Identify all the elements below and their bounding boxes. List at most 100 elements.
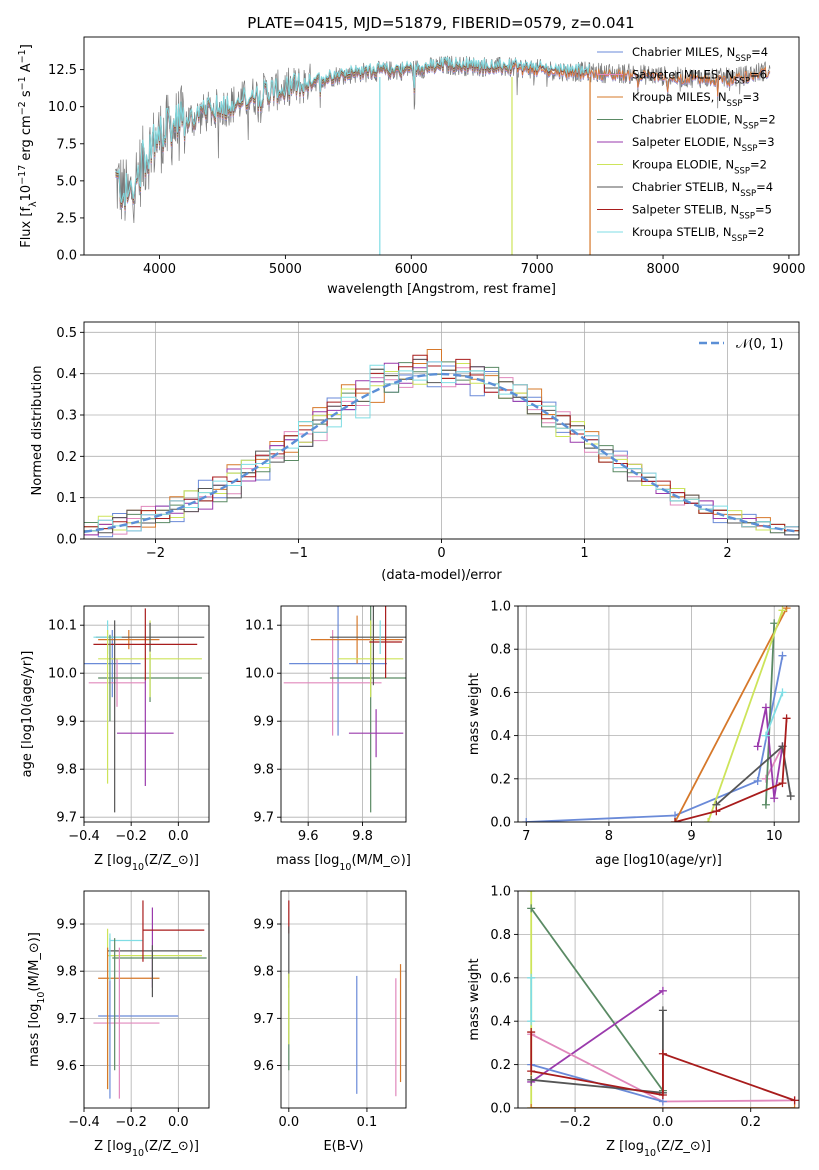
y-tick-label: 10.1 (48, 619, 77, 634)
plot-area (288, 900, 402, 1097)
weight-marker (704, 818, 713, 822)
y-tick-label: 10.0 (48, 100, 77, 115)
plot-area (84, 349, 799, 538)
y-tick-label: 9.7 (253, 811, 274, 826)
weight-marker (753, 776, 762, 785)
legend-label: Chabrier STELIB, NSSP=4 (632, 180, 773, 199)
weight-marker (761, 703, 770, 712)
y-axis-label: mass weight (467, 958, 482, 1040)
y-tick-label: 9.8 (56, 763, 77, 778)
y-axis-label: Normed distribution (30, 366, 45, 496)
weight-marker (761, 731, 770, 740)
y-tick-label: 9.9 (56, 918, 77, 933)
weight-marker (761, 800, 770, 809)
weight-marker (782, 606, 791, 613)
histogram-kroupa-stelib (84, 361, 799, 532)
legend-label: Salpeter ELODIE, NSSP=3 (632, 135, 775, 154)
weight-marker (770, 619, 779, 628)
x-tick-label: −0.4 (68, 1115, 100, 1130)
y-tick-label: 0.6 (490, 686, 511, 701)
weight-marker (790, 1104, 799, 1108)
y-tick-label: 9.6 (56, 1059, 77, 1074)
y-tick-label: 0.0 (490, 1102, 511, 1117)
y-tick-label: 9.9 (253, 918, 274, 933)
weight-marker (527, 1067, 536, 1076)
x-tick-label: 1 (580, 546, 588, 561)
chart-mass_vs_EBV: 0.0 0.1 9.6 9.7 9.8 9.9 E(B-V) (253, 890, 407, 1154)
weight-line-salpeter-stelib (674, 718, 788, 822)
x-axis-label: wavelength [Angstrom, rest frame] (327, 282, 556, 297)
axes-frame (280, 605, 407, 823)
weight-marker (770, 794, 779, 803)
legend-label: 𝒩(0, 1) (736, 337, 783, 352)
y-tick-label: 9.8 (253, 763, 274, 778)
x-tick-label: −0.2 (115, 1115, 147, 1130)
x-tick-label: 9.8 (352, 829, 373, 844)
weight-line-salpeter-elodie (530, 990, 664, 1083)
legend-label: Kroupa STELIB, NSSP=2 (632, 225, 764, 244)
weight-line-kroupa-elodie (707, 610, 784, 822)
weight-marker (658, 1006, 667, 1015)
y-tick-label: 10.0 (48, 667, 77, 682)
y-tick-label: 9.7 (56, 1012, 77, 1027)
y-axis-label: Flux [fλ10−17 erg cm−2 s−1 A−1] (17, 44, 39, 248)
y-tick-label: 2.5 (56, 211, 77, 226)
y-tick-label: 0.4 (490, 729, 511, 744)
legend-label: Chabrier ELODIE, NSSP=2 (632, 113, 776, 132)
y-tick-label: 9.6 (253, 1059, 274, 1074)
y-tick-label: 10.0 (245, 667, 274, 682)
legend-label: Kroupa ELODIE, NSSP=2 (632, 158, 767, 177)
chart-spectrum: 4000 5000 6000 7000 8000 9000 0.0 2.5 5.0 7.5 10.0… (17, 36, 805, 297)
legend-label: Salpeter MILES, NSSP=6 (632, 68, 767, 87)
legend-label: Kroupa MILES, NSSP=3 (632, 90, 759, 109)
y-tick-label: 10.1 (245, 619, 274, 634)
y-tick-label: 0.6 (490, 971, 511, 986)
x-tick-label: 4000 (143, 262, 176, 277)
chart-weight_vs_age: 7 8 9 10 0.0 0.2 0.4 0.6 0.8 1.0 age [log10(age/yr… (467, 600, 800, 868)
weight-marker (527, 973, 536, 982)
y-tick-label: 0.2 (490, 772, 511, 787)
plot-area (84, 608, 205, 813)
y-tick-label: 0.0 (56, 533, 77, 548)
weight-marker (527, 1028, 536, 1037)
x-axis-label: Z [log10(Z/Z_⊙)] (94, 1139, 199, 1159)
axes-frame (83, 36, 800, 256)
weight-marker (790, 1096, 799, 1105)
y-tick-label: 12.5 (48, 63, 77, 78)
x-tick-label: 10 (766, 829, 783, 844)
weight-marker (778, 779, 787, 788)
x-tick-label: 0.0 (168, 1115, 189, 1130)
y-tick-label: 9.7 (56, 811, 77, 826)
y-tick-label: 9.7 (253, 1012, 274, 1027)
y-tick-label: 9.9 (56, 715, 77, 730)
weight-line-chabrier-stelib (531, 1010, 664, 1094)
x-tick-label: 2 (723, 546, 731, 561)
y-tick-label: 0.4 (490, 1015, 511, 1030)
x-axis-label: Z [log10(Z/Z_⊙)] (606, 1139, 711, 1159)
axes-frame (517, 890, 800, 1109)
x-tick-label: 9 (687, 829, 695, 844)
weight-line-chabrier-elodie (765, 623, 776, 805)
x-tick-label: 7000 (521, 262, 554, 277)
x-tick-label: 8 (605, 829, 613, 844)
plot-area (93, 900, 207, 1099)
plot-area (283, 606, 406, 813)
chart-age_vs_Z: −0.4 −0.2 0.0 9.7 9.8 9.9 10.0 10.1 Z [log10(Z/Z… (20, 605, 210, 873)
y-tick-label: 1.0 (490, 885, 511, 900)
y-tick-label: 7.5 (56, 137, 77, 152)
chart-age_vs_mass: 9.6 9.8 9.7 9.8 9.9 10.0 10.1 mass [log10(M/M_⊙… (245, 605, 411, 873)
weight-line-salpeter-elodie (756, 707, 784, 799)
y-tick-label: 9.8 (56, 965, 77, 980)
y-tick-label: 0.2 (56, 450, 77, 465)
axes-frame (83, 890, 210, 1109)
y-tick-label: 0.1 (56, 491, 77, 506)
x-tick-label: 9.6 (298, 829, 319, 844)
weight-marker (658, 986, 667, 995)
weight-marker (753, 742, 762, 751)
weight-marker (778, 651, 787, 660)
weight-line-kroupa-stelib (765, 692, 784, 736)
plot-area (115, 55, 771, 255)
x-tick-label: 9000 (772, 262, 805, 277)
chart-mass_vs_Z: −0.4 −0.2 0.0 9.6 9.7 9.8 9.9 Z [log10(Z/Z_⊙)] m… (27, 890, 210, 1159)
y-tick-label: 0.8 (490, 928, 511, 943)
